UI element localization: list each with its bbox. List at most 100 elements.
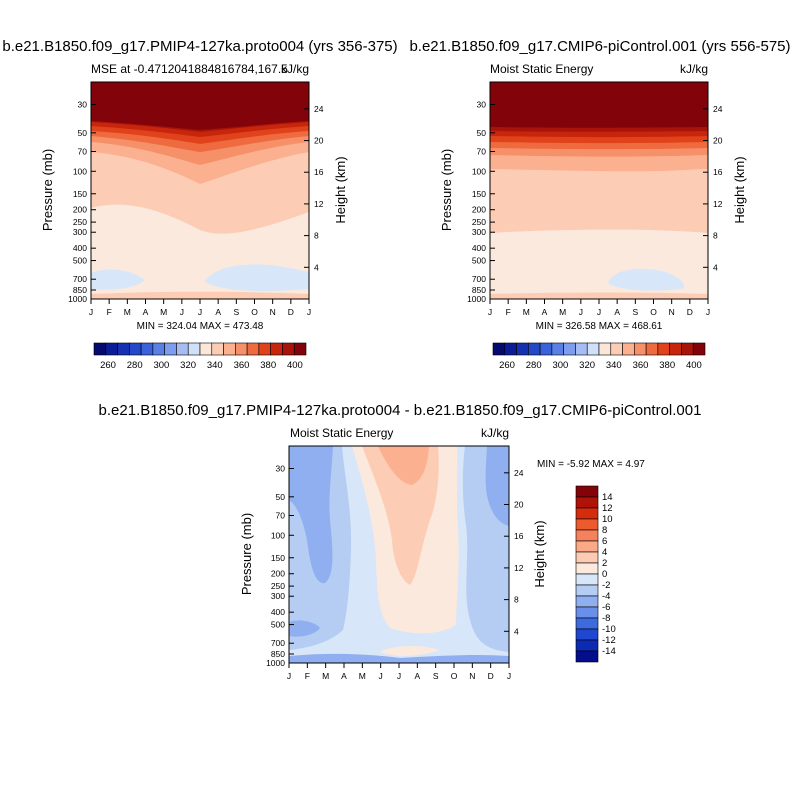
y2-tick-label: 16 (713, 167, 723, 177)
x-tick-label: O (451, 671, 458, 681)
y2-tick-label: 8 (713, 231, 718, 241)
colorbar-swatch (105, 342, 118, 356)
y-tick-label: 100 (472, 166, 486, 176)
x-tick-label: J (488, 307, 492, 317)
x-tick-label: M (359, 671, 366, 681)
colorbar-swatch (492, 342, 506, 356)
panel-3: b.e21.B1850.f09_g17.PMIP4-127ka.proto004… (99, 402, 702, 681)
x-tick-label: J (198, 307, 202, 317)
x-tick-label: N (469, 671, 475, 681)
y-tick-label: 250 (271, 581, 285, 591)
panel-3-pos-surface (380, 646, 440, 656)
panel-3-neg4-right (485, 446, 509, 526)
colorbar-label: 360 (633, 360, 649, 371)
colorbar-swatch (575, 650, 599, 663)
colorbar-label: 14 (602, 492, 613, 503)
x-tick-label: J (89, 307, 93, 317)
colorbar-swatch (575, 562, 599, 575)
y-tick-label: 1000 (266, 658, 285, 668)
y-tick-label: 70 (276, 510, 286, 520)
colorbar-swatch (246, 342, 260, 356)
colorbar-swatch (575, 342, 588, 356)
panel-1-units: kJ/kg (281, 62, 309, 76)
y-tick-label: 250 (73, 217, 87, 227)
y2-tick-label: 16 (514, 531, 524, 541)
colorbar-swatch (575, 551, 599, 564)
y-tick-label: 150 (472, 189, 486, 199)
colorbar-label: 400 (686, 360, 702, 371)
panel-2-near-surface (490, 292, 708, 299)
x-tick-label: A (341, 671, 347, 681)
colorbar-label: 380 (659, 360, 675, 371)
y-tick-label: 200 (73, 205, 87, 215)
colorbar-swatch (681, 342, 694, 356)
colorbar-swatch (164, 342, 177, 356)
x-tick-label: S (632, 307, 638, 317)
x-tick-label: O (650, 307, 657, 317)
colorbar-swatch (235, 342, 248, 356)
y2-tick-label: 24 (514, 468, 524, 478)
colorbar-swatch (657, 342, 670, 356)
y-tick-label: 300 (73, 227, 87, 237)
panel-3-units: kJ/kg (481, 426, 509, 440)
panel-2-band-410 (490, 82, 708, 128)
panel-2-plot-area (490, 82, 708, 299)
colorbar-swatch (516, 342, 529, 356)
y-tick-label: 700 (271, 638, 285, 648)
colorbar-swatch (563, 342, 576, 356)
colorbar-label: 300 (552, 360, 568, 371)
x-tick-label: J (180, 307, 184, 317)
colorbar-swatch (634, 342, 647, 356)
y-tick-label: 200 (472, 205, 486, 215)
panel-1-left-label: MSE at -0.4712041884816784,167.5 (91, 62, 288, 76)
y-tick-label: 700 (472, 274, 486, 284)
colorbar-swatch (223, 342, 236, 356)
panel-2-left-label: Moist Static Energy (490, 62, 593, 76)
y2-tick-label: 4 (713, 262, 718, 272)
y-tick-label: 850 (472, 285, 486, 295)
panel-1-plot-area (91, 82, 309, 299)
panel-1-y2label: Height (km) (333, 156, 348, 223)
panel-2: b.e21.B1850.f09_g17.CMIP6-piControl.001 … (409, 38, 790, 371)
colorbar-swatch (199, 342, 213, 356)
y-tick-label: 200 (271, 569, 285, 579)
panel-3-stats: MIN = -5.92 MAX = 4.97 (537, 459, 645, 470)
colorbar-label: 280 (526, 360, 542, 371)
y2-tick-label: 16 (314, 167, 324, 177)
y-tick-label: 400 (271, 607, 285, 617)
colorbar-swatch (598, 342, 612, 356)
colorbar-swatch (669, 342, 682, 356)
x-tick-label: J (706, 307, 710, 317)
panel-2-title: b.e21.B1850.f09_g17.CMIP6-piControl.001 … (409, 38, 790, 55)
y-tick-label: 700 (73, 274, 87, 284)
colorbar-label: 340 (207, 360, 223, 371)
colorbar-label: 0 (602, 569, 607, 580)
y-tick-label: 50 (78, 128, 88, 138)
colorbar-swatch (575, 595, 599, 608)
x-tick-label: J (307, 307, 311, 317)
panel-3-ylabel: Pressure (mb) (239, 513, 254, 595)
panel-1-ylabel: Pressure (mb) (40, 149, 55, 231)
y-tick-label: 850 (271, 649, 285, 659)
colorbar-swatch (575, 584, 599, 597)
x-tick-label: A (542, 307, 548, 317)
colorbar-swatch (504, 342, 517, 356)
colorbar-swatch (575, 518, 599, 531)
x-tick-label: J (287, 671, 291, 681)
y-tick-label: 30 (78, 99, 88, 109)
panel-3-plot-area (289, 446, 509, 663)
colorbar-label: 6 (602, 536, 607, 547)
panel-2-blob-right (608, 268, 685, 291)
x-tick-label: N (669, 307, 675, 317)
x-tick-label: O (251, 307, 258, 317)
colorbar-label: -14 (602, 646, 616, 657)
panel-1-stats: MIN = 324.04 MAX = 473.48 (137, 321, 264, 332)
colorbar-label: 380 (260, 360, 276, 371)
y2-tick-label: 12 (314, 199, 324, 209)
y-tick-label: 400 (472, 243, 486, 253)
colorbar-swatch (575, 628, 599, 641)
